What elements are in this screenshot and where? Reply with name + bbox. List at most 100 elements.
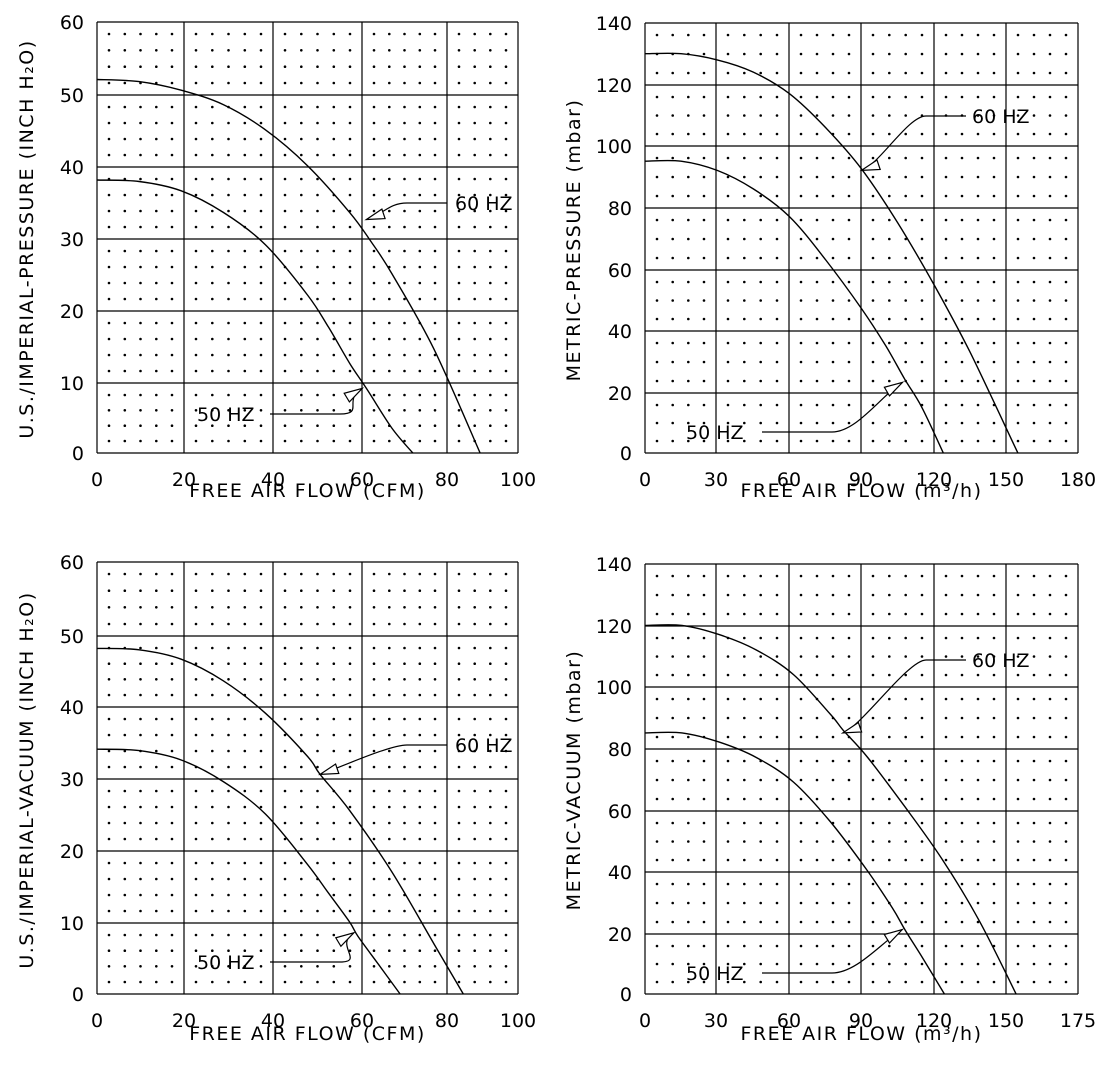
annotation-50hz: 50 HZ bbox=[197, 387, 365, 426]
y-tick-label: 40 bbox=[60, 697, 84, 719]
x-axis-label: FREE AIR FLOW (m³/h) bbox=[740, 480, 982, 502]
x-tick-label: 60 bbox=[777, 469, 801, 491]
y-tick-label: 50 bbox=[60, 626, 84, 648]
grid-dots bbox=[107, 572, 508, 984]
y-tick-label: 80 bbox=[608, 198, 632, 220]
annotation-label: 50 HZ bbox=[686, 963, 744, 985]
chart-panel-4: 0 30 60 90 120 150 175 0 20 40 60 80 100 120 140 FREE A… bbox=[563, 554, 1096, 1045]
x-tick-label: 80 bbox=[435, 1010, 459, 1032]
annotation-60hz: 60 HZ bbox=[859, 106, 1030, 172]
y-tick-label: 60 bbox=[60, 12, 84, 34]
annotation-50hz: 50 HZ bbox=[197, 931, 356, 974]
chart-panel-2: 0 30 60 90 120 150 180 0 20 40 60 80 100 120 140 FREE A… bbox=[563, 13, 1096, 502]
y-tick-label: 60 bbox=[608, 801, 632, 823]
series-line-60hz bbox=[96, 78, 481, 454]
series-line-50hz bbox=[644, 731, 945, 995]
y-tick-label: 40 bbox=[608, 321, 632, 343]
grid-lines bbox=[96, 21, 519, 454]
series-line-50hz bbox=[96, 179, 414, 454]
annotation-label: 50 HZ bbox=[197, 404, 255, 426]
series-line-50hz bbox=[644, 159, 944, 454]
y-tick-label: 80 bbox=[608, 739, 632, 761]
y-tick-label: 10 bbox=[60, 913, 84, 935]
series-line-60hz bbox=[644, 624, 1017, 995]
annotation-60hz: 60 HZ bbox=[840, 650, 1030, 734]
x-tick-label: 90 bbox=[849, 469, 873, 491]
y-tick-label: 100 bbox=[596, 136, 632, 158]
y-tick-label: 140 bbox=[596, 554, 632, 576]
x-tick-label: 60 bbox=[350, 469, 374, 491]
y-tick-label: 0 bbox=[620, 984, 632, 1006]
x-tick-label: 40 bbox=[261, 1010, 285, 1032]
y-tick-label: 60 bbox=[608, 260, 632, 282]
annotation-50hz: 50 HZ bbox=[686, 381, 905, 444]
y-tick-label: 20 bbox=[60, 301, 84, 323]
x-tick-label: 30 bbox=[704, 469, 728, 491]
series-line-50hz bbox=[96, 748, 401, 995]
grid-dots bbox=[655, 33, 1068, 443]
annotation-label: 60 HZ bbox=[455, 735, 513, 757]
x-tick-label: 0 bbox=[91, 1010, 103, 1032]
annotation-60hz: 60 HZ bbox=[317, 735, 513, 776]
annotation-60hz: 60 HZ bbox=[364, 193, 513, 221]
y-tick-label: 20 bbox=[60, 841, 84, 863]
y-axis-label: METRIC-VACUUM (mbar) bbox=[563, 650, 585, 911]
x-tick-label: 180 bbox=[1060, 469, 1096, 491]
annotation-label: 60 HZ bbox=[972, 650, 1030, 672]
x-tick-label: 40 bbox=[261, 469, 285, 491]
y-tick-label: 40 bbox=[608, 862, 632, 884]
y-tick-label: 0 bbox=[72, 984, 84, 1006]
y-tick-label: 20 bbox=[608, 383, 632, 405]
x-tick-label: 100 bbox=[500, 1010, 536, 1032]
x-tick-label: 90 bbox=[849, 1010, 873, 1032]
annotation-label: 50 HZ bbox=[686, 422, 744, 444]
y-tick-label: 120 bbox=[596, 616, 632, 638]
x-axis-label: FREE AIR FLOW (m³/h) bbox=[740, 1023, 982, 1045]
y-tick-label: 20 bbox=[608, 924, 632, 946]
annotation-50hz: 50 HZ bbox=[686, 928, 905, 985]
x-tick-label: 0 bbox=[639, 469, 651, 491]
y-tick-label: 30 bbox=[60, 769, 84, 791]
grid-lines bbox=[96, 561, 519, 995]
x-tick-label: 80 bbox=[435, 469, 459, 491]
x-tick-label: 0 bbox=[91, 469, 103, 491]
y-axis-label: METRIC-PRESSURE (mbar) bbox=[563, 99, 585, 382]
y-tick-label: 10 bbox=[60, 373, 84, 395]
grid-dots bbox=[107, 32, 508, 443]
y-tick-label: 60 bbox=[60, 552, 84, 574]
annotation-label: 50 HZ bbox=[197, 952, 255, 974]
grid-lines bbox=[644, 563, 1079, 995]
x-axis-label: FREE AIR FLOW (CFM) bbox=[189, 1023, 426, 1045]
y-tick-label: 30 bbox=[60, 229, 84, 251]
series-line-60hz bbox=[644, 52, 1019, 454]
x-tick-label: 20 bbox=[172, 1010, 196, 1032]
x-tick-label: 100 bbox=[500, 469, 536, 491]
x-tick-label: 60 bbox=[777, 1010, 801, 1032]
x-tick-label: 175 bbox=[1060, 1010, 1096, 1032]
x-tick-label: 60 bbox=[350, 1010, 374, 1032]
annotation-label: 60 HZ bbox=[972, 106, 1030, 128]
y-tick-label: 140 bbox=[596, 13, 632, 35]
y-tick-label: 0 bbox=[72, 443, 84, 465]
grid-lines bbox=[644, 22, 1079, 454]
grid-dots bbox=[655, 574, 1068, 984]
x-tick-label: 150 bbox=[988, 1010, 1024, 1032]
x-tick-label: 150 bbox=[988, 469, 1024, 491]
y-axis-label: U.S./IMPERIAL-VACUUM (INCH H₂O) bbox=[16, 591, 38, 968]
annotation-label: 60 HZ bbox=[455, 193, 513, 215]
x-tick-label: 120 bbox=[916, 1010, 952, 1032]
y-tick-label: 100 bbox=[596, 677, 632, 699]
x-tick-label: 0 bbox=[639, 1010, 651, 1032]
y-tick-label: 120 bbox=[596, 75, 632, 97]
x-axis-label: FREE AIR FLOW (CFM) bbox=[189, 480, 426, 502]
y-tick-label: 0 bbox=[620, 443, 632, 465]
x-tick-label: 20 bbox=[172, 469, 196, 491]
series-line-60hz bbox=[96, 647, 464, 995]
y-tick-label: 40 bbox=[60, 157, 84, 179]
x-tick-label: 120 bbox=[916, 469, 952, 491]
y-axis-label: U.S./IMPERIAL-PRESSURE (INCH H₂O) bbox=[16, 39, 38, 438]
y-tick-label: 50 bbox=[60, 85, 84, 107]
